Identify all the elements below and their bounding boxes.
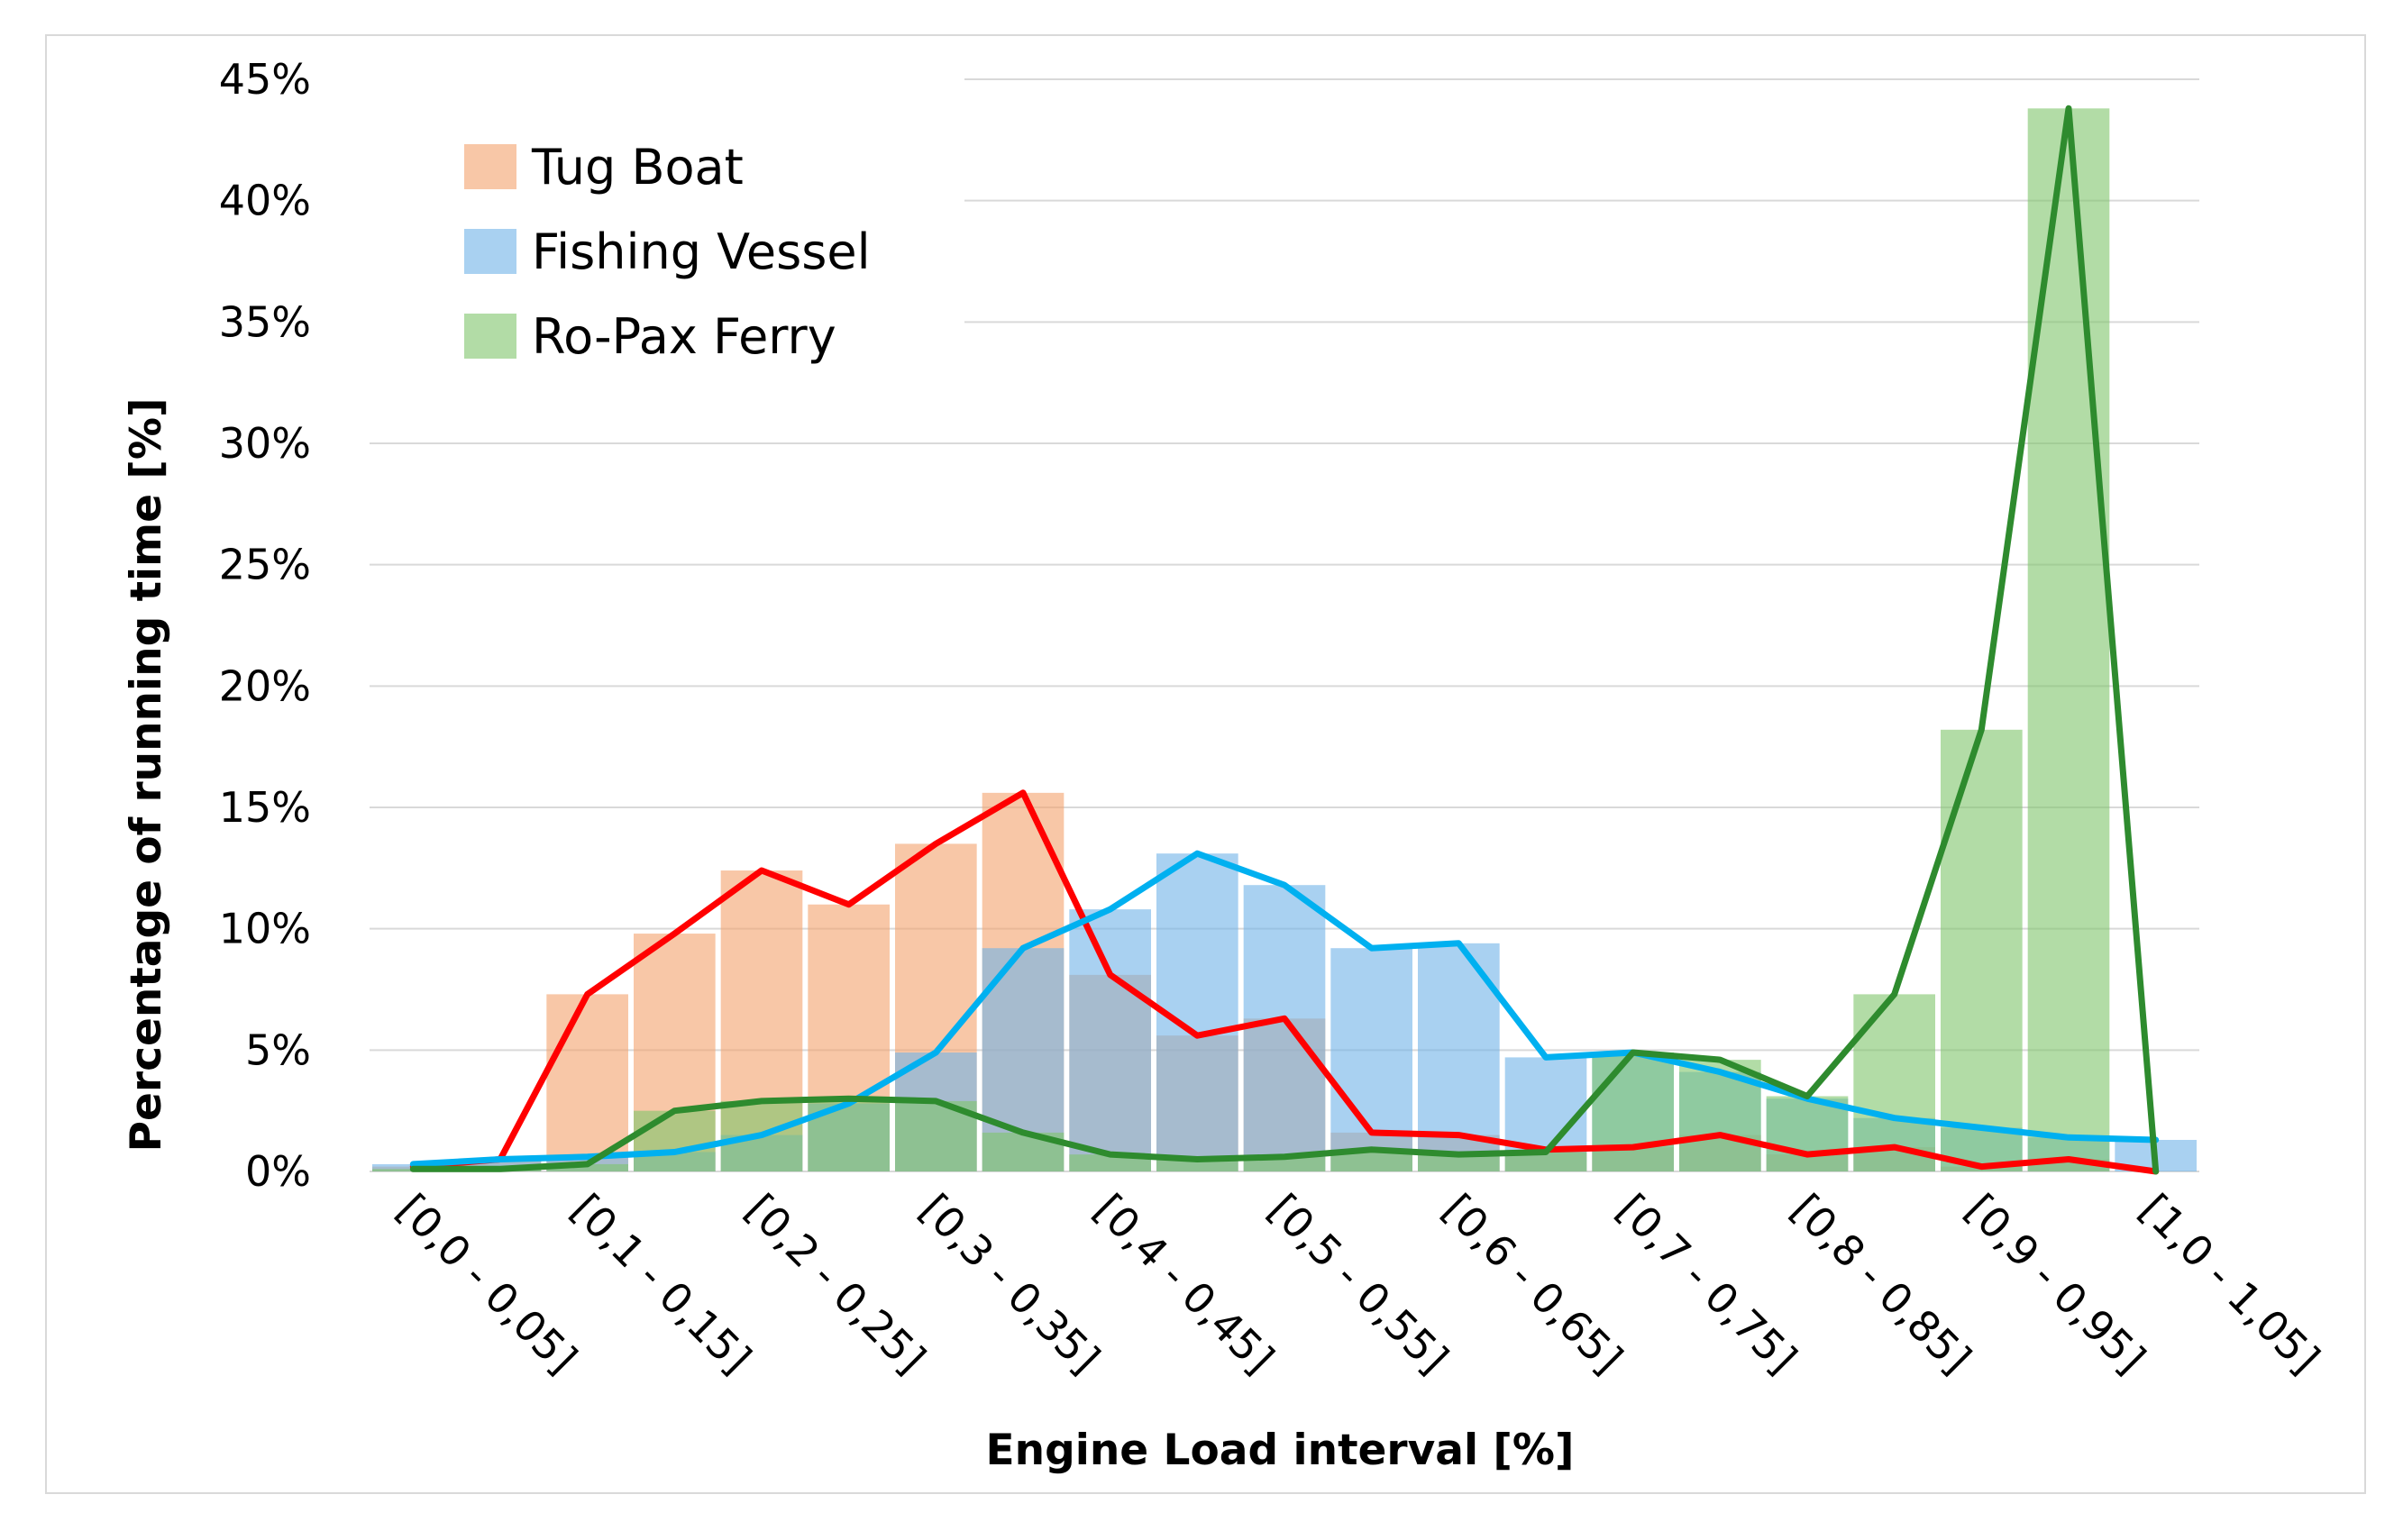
bar: [1766, 1096, 1849, 1171]
bar: [1069, 909, 1151, 1171]
bar: [1156, 853, 1238, 1171]
x-tick-label: [0,4 - 0,45]: [1085, 1185, 1284, 1383]
x-axis-title: Engine Load interval [%]: [986, 1426, 1575, 1475]
bar: [1504, 1152, 1587, 1171]
bar: [1156, 1159, 1238, 1171]
chart-frame: [45, 34, 2366, 1494]
bar: [1330, 948, 1412, 1171]
legend-swatch: [464, 314, 516, 359]
y-tick-label: 5%: [245, 1025, 311, 1074]
series-lines: [409, 105, 2160, 1175]
series-line: [409, 850, 2160, 1168]
y-tick-label: 30%: [219, 419, 311, 468]
series-line: [409, 105, 2160, 1175]
x-tick-label: [0,7 - 0,75]: [1608, 1185, 1806, 1383]
x-tick-label: [0,9 - 0,95]: [1957, 1185, 2155, 1383]
x-tick-label: [0,3 - 0,35]: [911, 1185, 1110, 1383]
bars: [372, 108, 2197, 1172]
x-tick-label: [0,5 - 0,55]: [1259, 1185, 1458, 1383]
bar: [1679, 1060, 1761, 1171]
x-tick-label: [0,2 - 0,25]: [736, 1185, 935, 1383]
legend: Tug Boat Fishing Vessel Ro-Pax Ferry: [464, 139, 871, 365]
legend-swatch: [464, 229, 516, 274]
bar: [1243, 885, 1326, 1171]
y-tick-label: 0%: [245, 1147, 311, 1196]
bar: [808, 1098, 890, 1171]
y-tick-label: 15%: [219, 783, 311, 832]
bar: [1941, 729, 2023, 1171]
bar: [2027, 108, 2110, 1172]
y-tick-label: 40%: [219, 177, 311, 225]
bar: [1592, 1052, 1674, 1171]
y-axis-ticks: 0% 5% 10% 15% 20% 25% 30% 35% 40% 45%: [219, 55, 311, 1196]
series-line: [409, 789, 2160, 1175]
x-tick-label: [0,6 - 0,65]: [1434, 1185, 1632, 1383]
bar: [546, 1163, 628, 1171]
y-tick-label: 35%: [219, 297, 311, 346]
legend-label: Ro-Pax Ferry: [532, 308, 836, 365]
y-axis-title: Percentage of running time [%]: [122, 398, 171, 1153]
y-tick-label: 45%: [219, 55, 311, 104]
legend-label: Fishing Vessel: [532, 223, 871, 280]
legend-swatch: [464, 144, 516, 189]
x-tick-label: [0,1 - 0,15]: [562, 1185, 761, 1383]
bar: [1418, 1154, 1500, 1171]
bar: [634, 1110, 716, 1171]
y-tick-label: 25%: [219, 541, 311, 589]
legend-label: Tug Boat: [531, 139, 744, 196]
x-tick-label: [1,0 - 1,05]: [2131, 1185, 2329, 1383]
y-tick-label: 20%: [219, 661, 311, 710]
y-tick-label: 10%: [219, 905, 311, 953]
bar: [546, 994, 628, 1171]
x-tick-label: [0,8 - 0,85]: [1782, 1185, 1980, 1383]
x-axis-ticks: [0,0 - 0,05][0,1 - 0,15][0,2 - 0,25][0,3…: [388, 1185, 2329, 1383]
x-tick-label: [0,0 - 0,05]: [388, 1185, 587, 1383]
